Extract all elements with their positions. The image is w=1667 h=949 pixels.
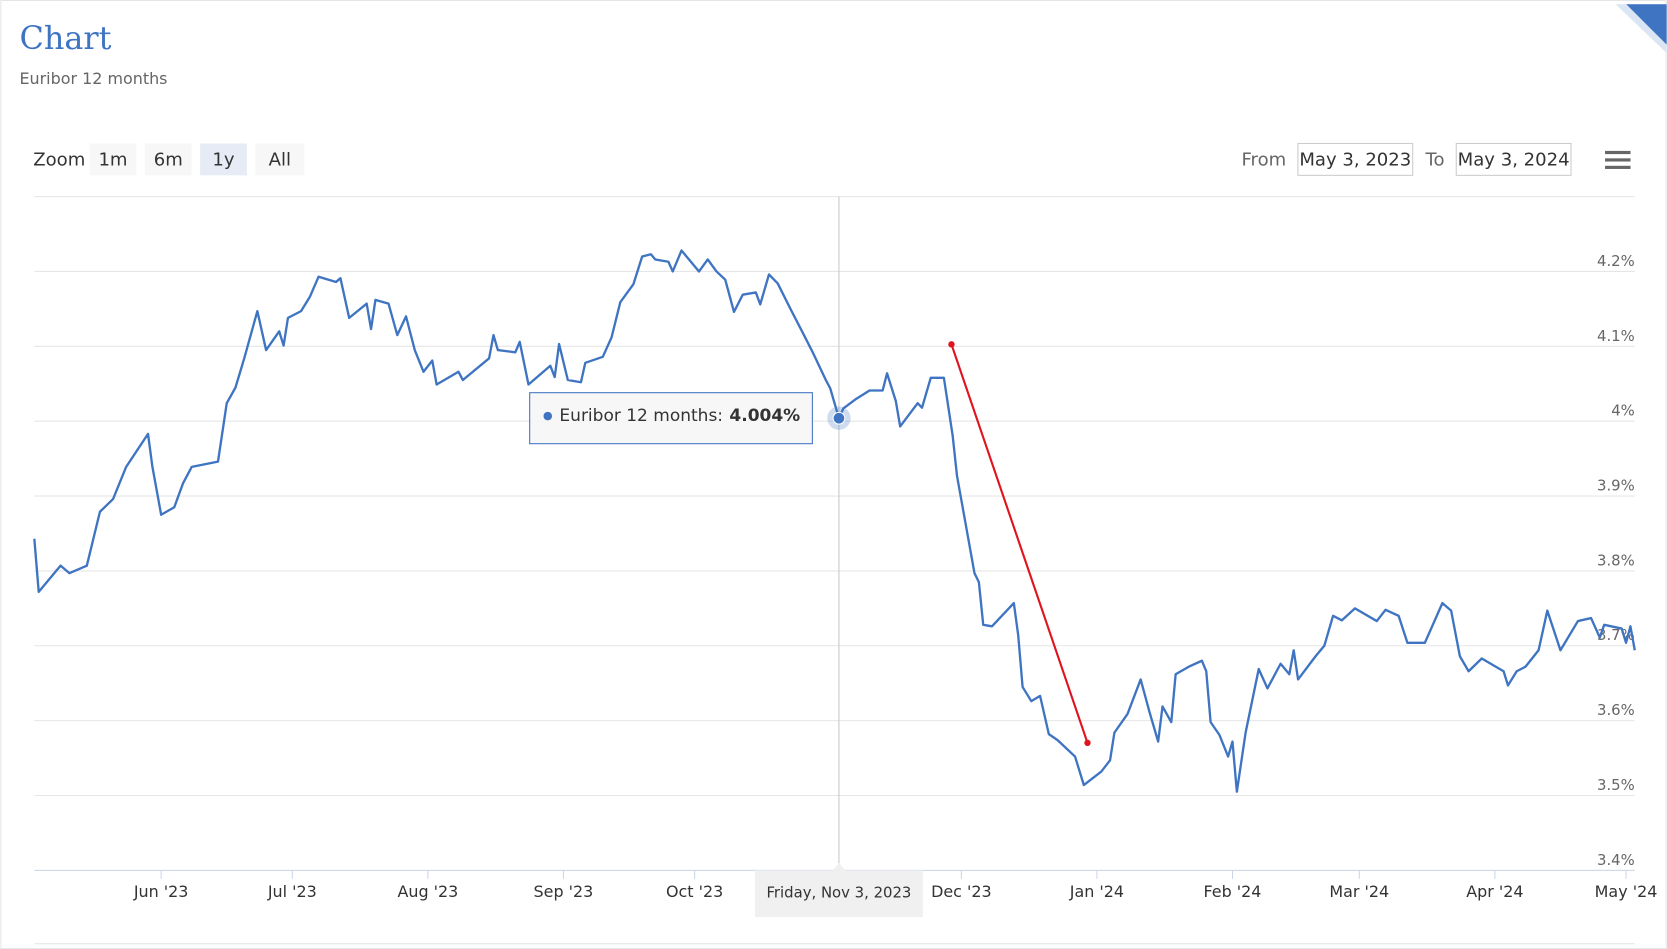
zoom-button[interactable] [255, 143, 305, 176]
x-tick-label: Sep '23 [534, 882, 594, 901]
zoom-label: Zoom [33, 149, 85, 170]
zoom-button-label[interactable]: All [269, 149, 291, 170]
x-tick-label: May '24 [1595, 882, 1658, 901]
zoom-buttons: 1m 6m 1y All [89, 143, 305, 176]
y-tick-label: 3.6% [1597, 701, 1635, 719]
x-label: Friday, Nov 3, 2023 [766, 884, 911, 902]
zoom-button[interactable] [89, 143, 137, 176]
menu-bar[interactable] [1605, 150, 1631, 155]
x-label-box [754, 870, 923, 918]
drawn-annotation [950, 343, 1089, 744]
x-tick-label: Mar '24 [1329, 882, 1389, 901]
corner-marker [1626, 4, 1667, 45]
to-date[interactable]: May 3, 2024 [1458, 149, 1570, 170]
y-tick-label: 4% [1611, 402, 1635, 420]
tooltip-dot [543, 411, 553, 421]
y-tick-label: 4.2% [1597, 252, 1635, 270]
annotation-end [1084, 739, 1091, 747]
tooltip-text: Euribor 12 months: 4.004% [559, 406, 800, 426]
annotation-end [948, 341, 955, 348]
y-tick-label: 3.9% [1597, 476, 1635, 494]
from-label: From [1241, 149, 1286, 170]
zoom-button-label[interactable]: 1y [212, 149, 234, 170]
x-tick-label: Apr '24 [1466, 882, 1523, 901]
x-tick-label: Jun '23 [133, 882, 189, 901]
to-input[interactable] [1455, 142, 1572, 176]
x-axis: Jun '23 Jul '23 Aug '23 Sep '23 Oct '23 Dec '… [133, 870, 1658, 901]
hover-point [832, 411, 846, 425]
tooltip: Euribor 12 months: 4.004% Friday, Nov 3, 2… [529, 196, 923, 918]
zoom-button[interactable] [144, 143, 192, 176]
chart-title: Chart [19, 19, 111, 57]
menu-bar[interactable] [1605, 165, 1631, 169]
y-tick-label: 3.8% [1597, 551, 1635, 569]
tooltip-value: 4.004% [729, 406, 800, 426]
x-tick-label: Aug '23 [397, 882, 458, 901]
x-tick-label: Feb '24 [1204, 882, 1262, 901]
plot [33, 249, 1636, 793]
chart-subtitle: Euribor 12 months [19, 69, 167, 88]
menu-button[interactable] [1605, 150, 1631, 169]
y-tick-label: 3.5% [1597, 776, 1635, 794]
zoom-button-label[interactable]: 1m [98, 149, 127, 170]
y-tick-label: 4.1% [1597, 327, 1635, 345]
x-tick-label: Jul '23 [267, 882, 317, 901]
to-label: To [1425, 149, 1445, 170]
x-label-pointer [832, 862, 846, 871]
tooltip-series: Euribor 12 months: [559, 406, 723, 426]
zoom-button-label[interactable]: 6m [154, 149, 183, 170]
from-input[interactable] [1297, 142, 1414, 176]
menu-bar[interactable] [1605, 158, 1631, 162]
zoom-button[interactable] [200, 143, 247, 176]
x-tick-label: Dec '23 [931, 882, 992, 901]
tooltip-box [529, 392, 813, 445]
y-tick-label: 3.4% [1597, 851, 1635, 869]
x-tick-label: Jan '24 [1069, 882, 1124, 901]
from-date[interactable]: May 3, 2023 [1299, 149, 1411, 170]
x-tick-label: Oct '23 [666, 882, 723, 901]
series-line [33, 249, 1636, 793]
